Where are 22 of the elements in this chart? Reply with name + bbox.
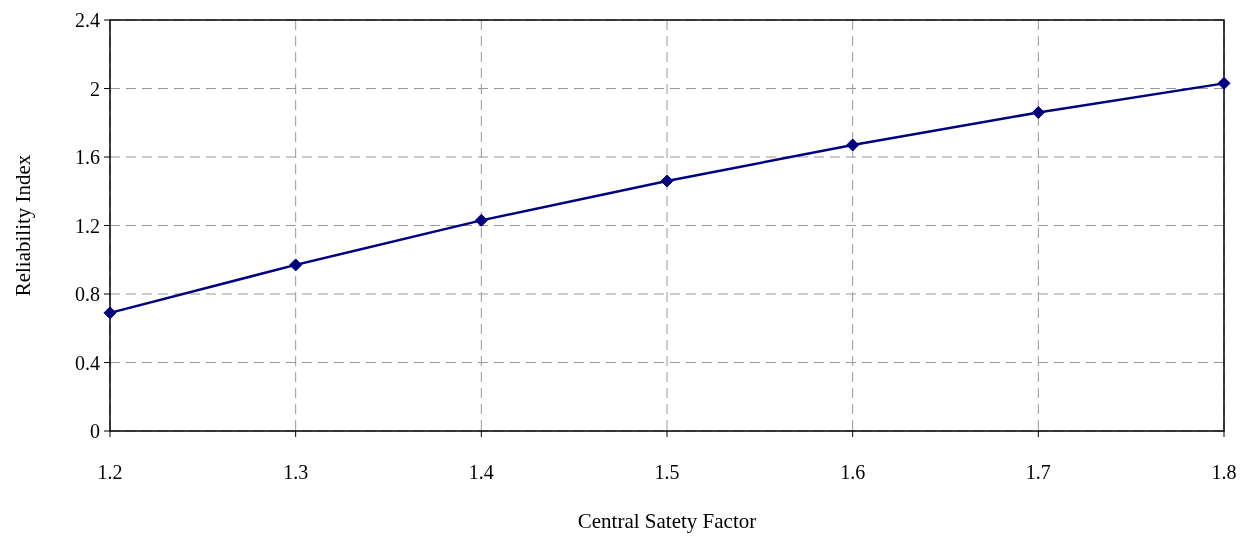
y-axis-title: Reliability Index [11,154,35,297]
y-tick-label: 0 [90,420,100,442]
y-tick-label: 1.2 [75,214,100,237]
point [660,174,674,188]
point [103,306,117,320]
point [289,258,303,272]
point [846,138,860,152]
point [1031,105,1045,119]
x-tick-label: 1.7 [1025,461,1051,483]
x-tick-label: 1.6 [840,461,866,483]
y-tick-label: 2 [90,77,100,100]
x-axis-title: Central Satety Factor [577,509,757,533]
x-tick-label: 1.3 [283,461,309,483]
x-tick-label: 1.4 [468,461,494,483]
y-tick-label: 0.8 [75,283,100,305]
y-tick-label: 0.4 [75,351,100,374]
point [1217,76,1231,90]
y-tick-label: 2.4 [75,9,100,31]
point [474,213,488,227]
y-tick-label: 1.6 [75,146,100,168]
x-tick-label: 1.5 [654,461,680,483]
x-tick-label: 1.8 [1211,461,1237,483]
